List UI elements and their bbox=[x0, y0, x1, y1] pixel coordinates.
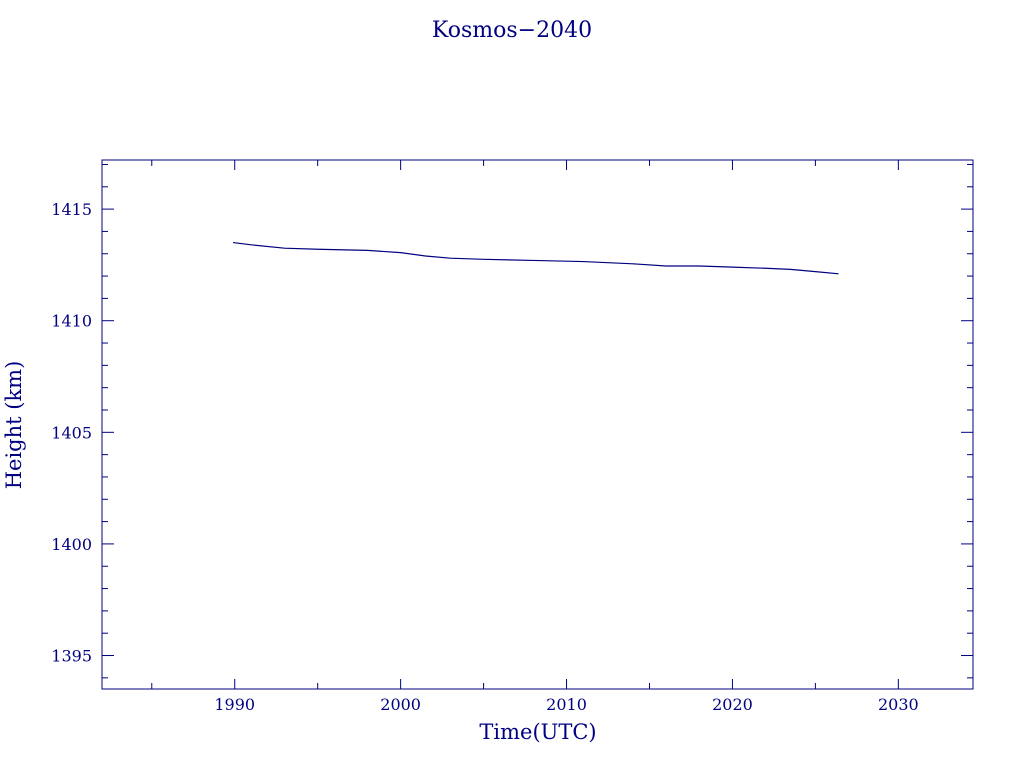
x-tick-label: 2030 bbox=[878, 695, 919, 714]
y-tick-label: 1395 bbox=[51, 647, 92, 666]
y-axis-label: Height (km) bbox=[2, 361, 26, 490]
series-line bbox=[232, 241, 839, 275]
y-tick-label: 1415 bbox=[51, 200, 92, 219]
y-axis-tick-labels: 1395 1400 1405 1410 1415 bbox=[51, 200, 92, 665]
y-axis-ticks bbox=[102, 163, 973, 679]
plot-frame bbox=[101, 159, 974, 690]
x-tick-label: 1990 bbox=[214, 695, 255, 714]
x-tick-label: 2010 bbox=[546, 695, 587, 714]
y-tick-label: 1400 bbox=[51, 535, 92, 554]
series-layer bbox=[232, 241, 839, 275]
x-axis-label: Time(UTC) bbox=[479, 720, 596, 744]
x-axis-ticks bbox=[151, 160, 899, 689]
y-tick-label: 1410 bbox=[51, 312, 92, 331]
chart-title: Kosmos−2040 bbox=[432, 18, 592, 43]
x-axis-tick-labels: 1990 2000 2010 2020 2030 bbox=[214, 695, 918, 714]
y-tick-label: 1405 bbox=[51, 423, 92, 442]
x-tick-label: 2000 bbox=[380, 695, 421, 714]
x-tick-label: 2020 bbox=[712, 695, 753, 714]
